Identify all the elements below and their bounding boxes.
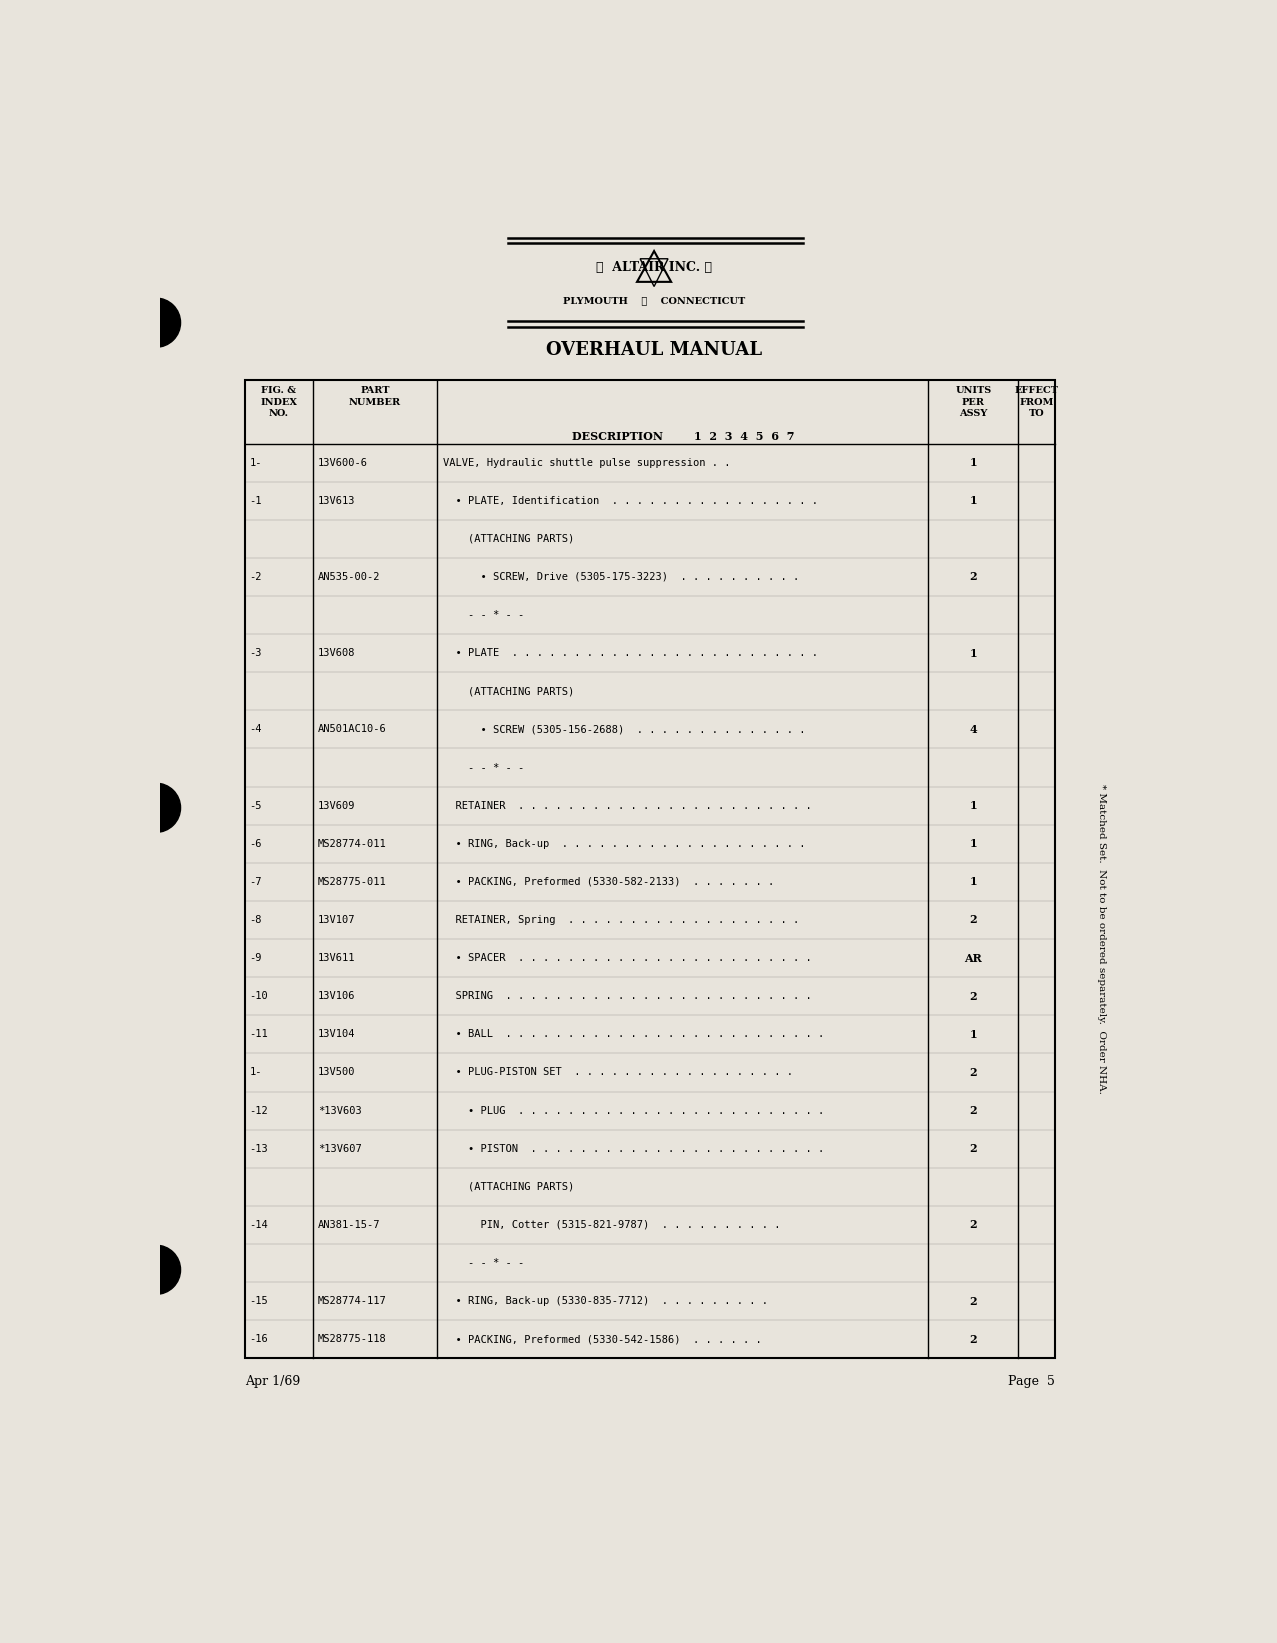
Text: -2: -2: [249, 572, 262, 582]
Text: ★  ALTAIR INC. ★: ★ ALTAIR INC. ★: [596, 261, 713, 274]
Text: - - * - -: - - * - -: [443, 762, 525, 772]
Text: 1-: 1-: [249, 458, 262, 468]
Text: -10: -10: [249, 991, 268, 1001]
Text: -7: -7: [249, 877, 262, 887]
Text: AN535-00-2: AN535-00-2: [318, 572, 381, 582]
Text: UNITS
PER
ASSY: UNITS PER ASSY: [955, 386, 991, 419]
Text: 1: 1: [969, 1029, 977, 1040]
Bar: [245, 381, 1055, 1359]
Text: MS28774-117: MS28774-117: [318, 1296, 387, 1306]
Text: 13V500: 13V500: [318, 1068, 355, 1078]
Text: 13V609: 13V609: [318, 800, 355, 810]
Circle shape: [132, 1245, 180, 1295]
Text: - - * - -: - - * - -: [443, 1259, 525, 1268]
Text: MS28774-011: MS28774-011: [318, 840, 387, 849]
Text: • PLATE, Identification  . . . . . . . . . . . . . . . . .: • PLATE, Identification . . . . . . . . …: [443, 496, 819, 506]
Text: 2: 2: [969, 1334, 977, 1344]
Text: -8: -8: [249, 915, 262, 925]
Text: 1-: 1-: [249, 1068, 262, 1078]
Text: 1: 1: [969, 495, 977, 506]
Text: 1: 1: [969, 876, 977, 887]
Text: - - * - -: - - * - -: [443, 610, 525, 619]
Text: -11: -11: [249, 1030, 268, 1040]
Text: 13V608: 13V608: [318, 649, 355, 659]
Text: (ATTACHING PARTS): (ATTACHING PARTS): [443, 687, 575, 697]
Text: • PLUG  . . . . . . . . . . . . . . . . . . . . . . . . .: • PLUG . . . . . . . . . . . . . . . . .…: [443, 1106, 825, 1116]
Text: -9: -9: [249, 953, 262, 963]
Text: -4: -4: [249, 725, 262, 734]
Text: 13V106: 13V106: [318, 991, 355, 1001]
Text: AN501AC10-6: AN501AC10-6: [318, 725, 387, 734]
Text: • SCREW (5305-156-2688)  . . . . . . . . . . . . . .: • SCREW (5305-156-2688) . . . . . . . . …: [443, 725, 806, 734]
Text: VALVE, Hydraulic shuttle pulse suppression . .: VALVE, Hydraulic shuttle pulse suppressi…: [443, 458, 730, 468]
Text: 1: 1: [969, 800, 977, 812]
Text: (ATTACHING PARTS): (ATTACHING PARTS): [443, 1181, 575, 1191]
Circle shape: [132, 297, 180, 347]
Text: AN381-15-7: AN381-15-7: [318, 1219, 381, 1231]
Circle shape: [132, 784, 180, 833]
Text: 1: 1: [969, 838, 977, 849]
Text: • SCREW, Drive (5305-175-3223)  . . . . . . . . . .: • SCREW, Drive (5305-175-3223) . . . . .…: [443, 572, 799, 582]
Text: Page  5: Page 5: [1008, 1375, 1055, 1388]
Text: • PACKING, Preformed (5330-542-1586)  . . . . . .: • PACKING, Preformed (5330-542-1586) . .…: [443, 1334, 762, 1344]
Text: 2: 2: [969, 572, 977, 583]
Text: Apr 1/69: Apr 1/69: [245, 1375, 300, 1388]
Text: 13V611: 13V611: [318, 953, 355, 963]
Text: • BALL  . . . . . . . . . . . . . . . . . . . . . . . . . .: • BALL . . . . . . . . . . . . . . . . .…: [443, 1030, 825, 1040]
Text: -16: -16: [249, 1334, 268, 1344]
Text: 2: 2: [969, 1144, 977, 1153]
Text: -1: -1: [249, 496, 262, 506]
Text: AR: AR: [964, 953, 982, 963]
Text: FIG. &
INDEX
NO.: FIG. & INDEX NO.: [261, 386, 298, 419]
Text: OVERHAUL MANUAL: OVERHAUL MANUAL: [547, 340, 762, 358]
Text: (ATTACHING PARTS): (ATTACHING PARTS): [443, 534, 575, 544]
Text: • PLUG-PISTON SET  . . . . . . . . . . . . . . . . . .: • PLUG-PISTON SET . . . . . . . . . . . …: [443, 1068, 793, 1078]
Text: DESCRIPTION        1  2  3  4  5  6  7: DESCRIPTION 1 2 3 4 5 6 7: [572, 430, 794, 442]
Text: • RING, Back-up (5330-835-7712)  . . . . . . . . .: • RING, Back-up (5330-835-7712) . . . . …: [443, 1296, 769, 1306]
Text: -6: -6: [249, 840, 262, 849]
Text: 13V613: 13V613: [318, 496, 355, 506]
Text: -12: -12: [249, 1106, 268, 1116]
Text: • PLATE  . . . . . . . . . . . . . . . . . . . . . . . . .: • PLATE . . . . . . . . . . . . . . . . …: [443, 649, 819, 659]
Text: -15: -15: [249, 1296, 268, 1306]
Text: 4: 4: [969, 725, 977, 734]
Text: • PACKING, Preformed (5330-582-2133)  . . . . . . .: • PACKING, Preformed (5330-582-2133) . .…: [443, 877, 775, 887]
Text: 13V104: 13V104: [318, 1030, 355, 1040]
Text: -13: -13: [249, 1144, 268, 1153]
Text: 2: 2: [969, 1296, 977, 1306]
Text: SPRING  . . . . . . . . . . . . . . . . . . . . . . . . .: SPRING . . . . . . . . . . . . . . . . .…: [443, 991, 812, 1001]
Text: PART
NUMBER: PART NUMBER: [349, 386, 401, 406]
Text: -5: -5: [249, 800, 262, 810]
Text: 1: 1: [969, 647, 977, 659]
Text: -14: -14: [249, 1219, 268, 1231]
Text: MS28775-118: MS28775-118: [318, 1334, 387, 1344]
Text: MS28775-011: MS28775-011: [318, 877, 387, 887]
Text: 13V600-6: 13V600-6: [318, 458, 368, 468]
Text: 2: 2: [969, 991, 977, 1002]
Text: PIN, Cotter (5315-821-9787)  . . . . . . . . . .: PIN, Cotter (5315-821-9787) . . . . . . …: [443, 1219, 780, 1231]
Text: 1: 1: [969, 457, 977, 468]
Text: * Matched Set.  Not to be ordered separately.  Order NHA.: * Matched Set. Not to be ordered separat…: [1097, 784, 1106, 1094]
Text: 2: 2: [969, 1066, 977, 1078]
Text: *13V607: *13V607: [318, 1144, 361, 1153]
Text: RETAINER  . . . . . . . . . . . . . . . . . . . . . . . .: RETAINER . . . . . . . . . . . . . . . .…: [443, 800, 812, 810]
Text: RETAINER, Spring  . . . . . . . . . . . . . . . . . . .: RETAINER, Spring . . . . . . . . . . . .…: [443, 915, 799, 925]
Text: • SPACER  . . . . . . . . . . . . . . . . . . . . . . . .: • SPACER . . . . . . . . . . . . . . . .…: [443, 953, 812, 963]
Text: EFFECT
FROM
TO: EFFECT FROM TO: [1014, 386, 1059, 419]
Text: *13V603: *13V603: [318, 1106, 361, 1116]
Text: 2: 2: [969, 915, 977, 925]
Text: • RING, Back-up  . . . . . . . . . . . . . . . . . . . .: • RING, Back-up . . . . . . . . . . . . …: [443, 840, 806, 849]
Text: PLYMOUTH    ★    CONNECTICUT: PLYMOUTH ★ CONNECTICUT: [563, 297, 746, 306]
Text: 2: 2: [969, 1219, 977, 1231]
Text: 13V107: 13V107: [318, 915, 355, 925]
Text: • PISTON  . . . . . . . . . . . . . . . . . . . . . . . .: • PISTON . . . . . . . . . . . . . . . .…: [443, 1144, 825, 1153]
Text: 2: 2: [969, 1106, 977, 1116]
Text: -3: -3: [249, 649, 262, 659]
